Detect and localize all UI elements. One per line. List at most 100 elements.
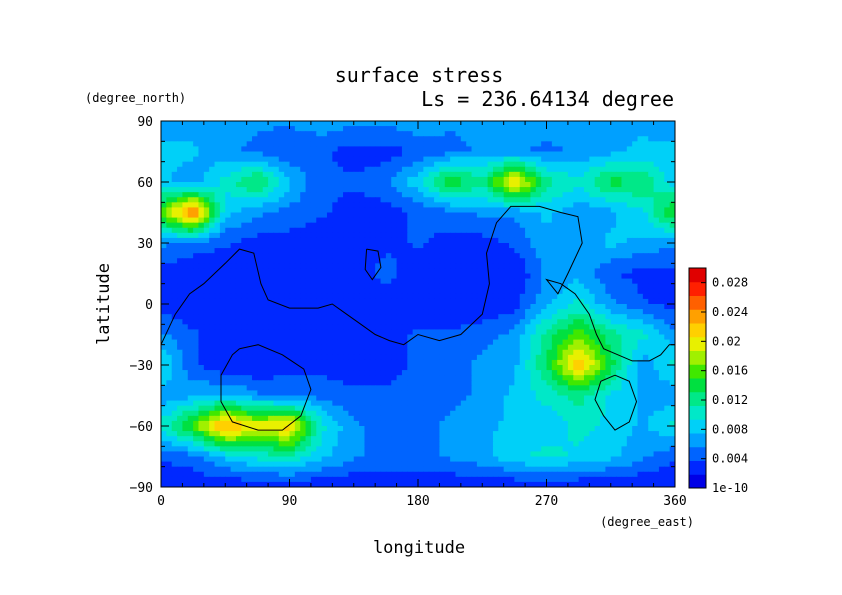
heatmap-cell — [514, 263, 521, 270]
heatmap-cell — [546, 187, 553, 193]
heatmap-cell — [434, 243, 441, 249]
heatmap-cell — [471, 237, 478, 244]
heatmap-cell — [380, 126, 387, 132]
heatmap-cell — [653, 121, 660, 127]
heatmap-cell — [455, 324, 462, 331]
heatmap-cell — [418, 365, 424, 371]
heatmap-cell — [423, 283, 430, 290]
heatmap-cell — [658, 182, 665, 188]
heatmap-cell — [289, 248, 296, 254]
heatmap-cell — [471, 187, 478, 193]
heatmap-cell — [198, 156, 205, 163]
heatmap-cell — [583, 121, 590, 127]
heatmap-cell — [632, 309, 639, 315]
heatmap-cell — [246, 243, 253, 249]
heatmap-cell — [637, 141, 644, 148]
heatmap-cell — [225, 375, 232, 381]
heatmap-cell — [583, 339, 590, 346]
heatmap-cell — [284, 258, 291, 264]
heatmap-cell — [412, 293, 419, 300]
heatmap-cell — [241, 207, 248, 214]
heatmap-cell — [321, 248, 328, 254]
heatmap-cell — [509, 349, 515, 356]
heatmap-cell — [375, 146, 382, 153]
heatmap-cell — [476, 243, 483, 249]
heatmap-cell — [509, 187, 515, 193]
heatmap-cell — [391, 380, 398, 386]
heatmap-cell — [385, 197, 392, 203]
heatmap-cell — [273, 263, 280, 270]
heatmap-cell — [198, 314, 205, 320]
heatmap-cell — [653, 207, 660, 214]
heatmap-cell — [525, 314, 532, 320]
heatmap-cell — [252, 319, 258, 325]
heatmap-cell — [471, 146, 478, 153]
heatmap-cell — [530, 253, 537, 259]
heatmap-cell — [369, 171, 376, 178]
heatmap-cell — [573, 187, 580, 193]
heatmap-cell — [509, 304, 515, 310]
heatmap-cell — [214, 197, 221, 203]
heatmap-cell — [653, 166, 660, 173]
heatmap-cell — [316, 309, 323, 315]
heatmap-cell — [385, 136, 392, 142]
heatmap-cell — [610, 136, 617, 142]
heatmap-cell — [567, 141, 574, 148]
heatmap-cell — [562, 293, 569, 300]
heatmap-cell — [171, 309, 178, 315]
heatmap-cell — [578, 156, 585, 163]
heatmap-cell — [332, 349, 339, 356]
heatmap-cell — [525, 263, 532, 270]
heatmap-cell — [541, 268, 548, 275]
heatmap-cell — [332, 268, 339, 275]
heatmap-cell — [519, 349, 526, 356]
heatmap-cell — [557, 248, 564, 254]
heatmap-cell — [466, 365, 473, 371]
heatmap-cell — [337, 161, 344, 168]
heatmap-cell — [332, 319, 339, 325]
heatmap-cell — [487, 314, 494, 320]
heatmap-cell — [423, 121, 430, 127]
heatmap-cell — [466, 298, 473, 305]
heatmap-cell — [621, 334, 628, 341]
heatmap-cell — [578, 263, 585, 270]
heatmap-cell — [562, 222, 569, 229]
heatmap-cell — [235, 304, 242, 310]
heatmap-cell — [177, 202, 184, 209]
heatmap-cell — [616, 146, 623, 153]
heatmap-cell — [407, 339, 414, 346]
heatmap-cell — [225, 268, 232, 275]
heatmap-cell — [209, 207, 216, 214]
heatmap-cell — [385, 248, 392, 254]
heatmap-cell — [605, 197, 612, 203]
heatmap-cell — [219, 288, 226, 295]
heatmap-cell — [262, 197, 269, 203]
heatmap-cell — [535, 293, 542, 300]
heatmap-cell — [541, 126, 548, 132]
heatmap-cell — [326, 202, 333, 209]
heatmap-cell — [455, 263, 462, 270]
heatmap-cell — [359, 243, 366, 249]
heatmap-cell — [316, 288, 323, 295]
heatmap-cell — [573, 344, 580, 351]
heatmap-cell — [246, 227, 253, 234]
heatmap-cell — [621, 359, 628, 366]
heatmap-cell — [284, 217, 291, 224]
heatmap-cell — [310, 319, 317, 325]
heatmap-cell — [316, 283, 323, 290]
heatmap-cell — [364, 370, 371, 376]
heatmap-cell — [428, 121, 435, 127]
heatmap-cell — [551, 349, 558, 356]
heatmap-cell — [600, 339, 606, 346]
heatmap-cell — [246, 304, 253, 310]
heatmap-cell — [642, 334, 649, 341]
heatmap-cell — [605, 359, 612, 366]
heatmap-cell — [605, 283, 612, 290]
heatmap-cell — [439, 182, 446, 188]
heatmap-cell — [434, 156, 441, 163]
heatmap-cell — [326, 182, 333, 188]
heatmap-cell — [600, 166, 606, 173]
heatmap-cell — [605, 268, 612, 275]
heatmap-cell — [616, 375, 623, 381]
heatmap-cell — [257, 359, 264, 366]
